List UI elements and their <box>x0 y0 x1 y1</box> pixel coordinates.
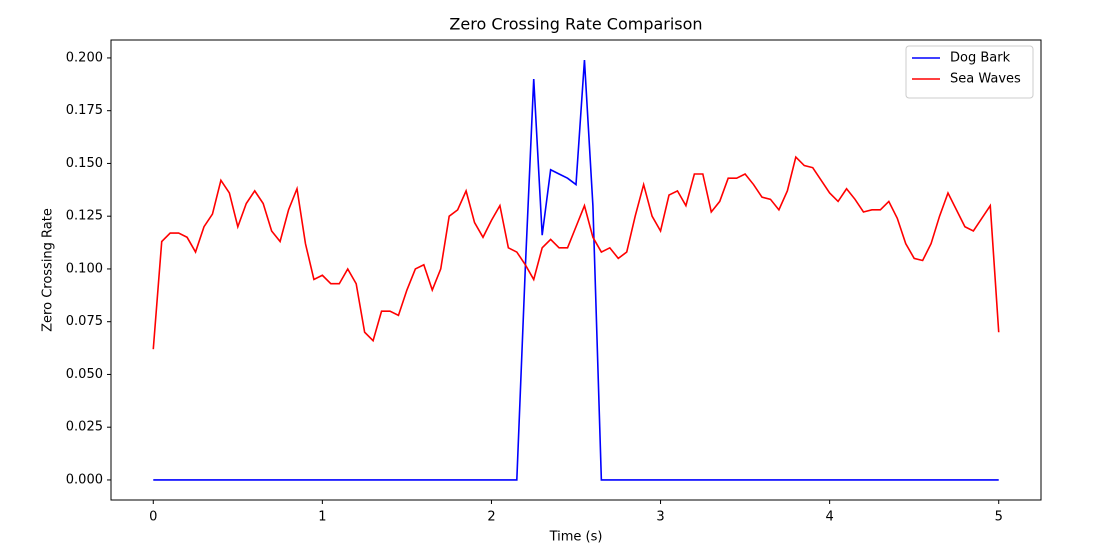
x-tick-label: 2 <box>487 510 495 525</box>
series-line <box>153 59 999 481</box>
y-tick-label: 0.125 <box>66 209 103 224</box>
y-tick-label: 0.100 <box>66 261 103 276</box>
x-axis-label: Time (s) <box>549 530 603 545</box>
y-tick-label: 0.150 <box>66 156 103 171</box>
x-tick-label: 0 <box>149 510 157 525</box>
x-tick-label: 4 <box>825 510 833 525</box>
y-tick-label: 0.075 <box>66 314 103 329</box>
y-tick-label: 0.025 <box>66 420 103 435</box>
y-tick-label: 0.200 <box>66 50 103 65</box>
legend-label: Sea Waves <box>950 72 1021 87</box>
x-tick-label: 3 <box>656 510 664 525</box>
y-tick-label: 0.050 <box>66 367 103 382</box>
y-axis-label: Zero Crossing Rate <box>41 208 56 332</box>
legend-label: Dog Bark <box>950 51 1011 66</box>
series-line <box>152 155 1000 350</box>
legend-box <box>905 45 1034 99</box>
plot-frame <box>110 39 1042 501</box>
chart-title: Zero Crossing Rate Comparison <box>449 15 702 34</box>
y-tick-label: 0.175 <box>66 103 103 118</box>
x-tick-label: 5 <box>995 510 1003 525</box>
y-tick-label: 0.000 <box>66 472 103 487</box>
x-tick-label: 1 <box>318 510 326 525</box>
